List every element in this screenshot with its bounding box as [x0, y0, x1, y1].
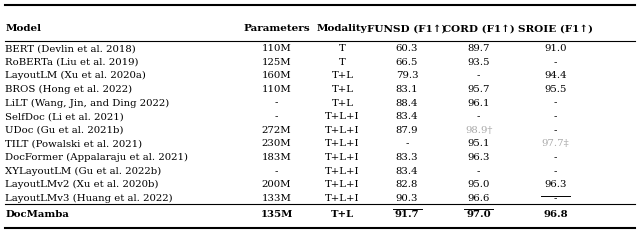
Text: 96.1: 96.1: [467, 98, 490, 107]
Text: T+L: T+L: [332, 71, 353, 80]
Text: Modality: Modality: [317, 24, 368, 33]
Text: SelfDoc (Li et al. 2021): SelfDoc (Li et al. 2021): [5, 112, 124, 121]
Text: 95.5: 95.5: [545, 85, 566, 94]
Text: BERT (Devlin et al. 2018): BERT (Devlin et al. 2018): [5, 44, 136, 53]
Text: 96.3: 96.3: [467, 152, 490, 161]
Text: -: -: [477, 71, 481, 80]
Text: -: -: [477, 166, 481, 175]
Text: DocFormer (Appalaraju et al. 2021): DocFormer (Appalaraju et al. 2021): [5, 152, 188, 161]
Text: 83.1: 83.1: [396, 85, 419, 94]
Text: -: -: [554, 98, 557, 107]
Text: 183M: 183M: [262, 152, 291, 161]
Text: 160M: 160M: [262, 71, 291, 80]
Text: BROS (Hong et al. 2022): BROS (Hong et al. 2022): [5, 85, 132, 94]
Text: -: -: [554, 152, 557, 161]
Text: LayoutLM (Xu et al. 2020a): LayoutLM (Xu et al. 2020a): [5, 71, 146, 80]
Text: RoBERTa (Liu et al. 2019): RoBERTa (Liu et al. 2019): [5, 58, 139, 67]
Text: -: -: [554, 112, 557, 121]
Text: 91.0: 91.0: [544, 44, 567, 53]
Text: -: -: [275, 98, 278, 107]
Text: Model: Model: [5, 24, 41, 33]
Text: -: -: [275, 112, 278, 121]
Text: T+L+I: T+L+I: [325, 179, 360, 188]
Text: -: -: [554, 166, 557, 175]
Text: 91.7: 91.7: [395, 209, 419, 218]
Text: 110M: 110M: [262, 85, 291, 94]
Text: 79.3: 79.3: [396, 71, 419, 80]
Text: 110M: 110M: [262, 44, 291, 53]
Text: 96.3: 96.3: [544, 179, 567, 188]
Text: 97.0: 97.0: [467, 209, 491, 218]
Text: UDoc (Gu et al. 2021b): UDoc (Gu et al. 2021b): [5, 125, 124, 134]
Text: 60.3: 60.3: [396, 44, 419, 53]
Text: 95.1: 95.1: [467, 139, 490, 148]
Text: Parameters: Parameters: [243, 24, 310, 33]
Text: T: T: [339, 58, 346, 67]
Text: -: -: [477, 112, 481, 121]
Text: 96.8: 96.8: [543, 209, 568, 218]
Text: T+L+I: T+L+I: [325, 112, 360, 121]
Text: TILT (Powalski et al. 2021): TILT (Powalski et al. 2021): [5, 139, 142, 148]
Text: 94.4: 94.4: [544, 71, 567, 80]
Text: T+L+I: T+L+I: [325, 152, 360, 161]
Text: T+L+I: T+L+I: [325, 166, 360, 175]
Text: 125M: 125M: [262, 58, 291, 67]
Text: 97.7‡: 97.7‡: [541, 139, 570, 148]
Text: T+L: T+L: [331, 209, 354, 218]
Text: 83.3: 83.3: [396, 152, 419, 161]
Text: 88.4: 88.4: [396, 98, 419, 107]
Text: -: -: [275, 166, 278, 175]
Text: 83.4: 83.4: [396, 166, 419, 175]
Text: T+L+I: T+L+I: [325, 125, 360, 134]
Text: SROIE (F1↑): SROIE (F1↑): [518, 24, 593, 33]
Text: -: -: [554, 58, 557, 67]
Text: -: -: [405, 139, 409, 148]
Text: 89.7: 89.7: [467, 44, 490, 53]
Text: DocMamba: DocMamba: [5, 209, 69, 218]
Text: 90.3: 90.3: [396, 193, 419, 202]
Text: 66.5: 66.5: [396, 58, 418, 67]
Text: 96.6: 96.6: [468, 193, 490, 202]
Text: XYLayoutLM (Gu et al. 2022b): XYLayoutLM (Gu et al. 2022b): [5, 166, 161, 175]
Text: 87.9: 87.9: [396, 125, 419, 134]
Text: 83.4: 83.4: [396, 112, 419, 121]
Text: LiLT (Wang, Jin, and Ding 2022): LiLT (Wang, Jin, and Ding 2022): [5, 98, 170, 107]
Text: 95.7: 95.7: [467, 85, 490, 94]
Text: 133M: 133M: [262, 193, 291, 202]
Text: 95.0: 95.0: [468, 179, 490, 188]
Text: 98.9†: 98.9†: [465, 125, 492, 134]
Text: -: -: [554, 125, 557, 134]
Text: T: T: [339, 44, 346, 53]
Text: CORD (F1↑): CORD (F1↑): [443, 24, 515, 33]
Text: FUNSD (F1↑): FUNSD (F1↑): [367, 24, 447, 33]
Text: 135M: 135M: [260, 209, 292, 218]
Text: T+L+I: T+L+I: [325, 193, 360, 202]
Text: 82.8: 82.8: [396, 179, 418, 188]
Text: 200M: 200M: [262, 179, 291, 188]
Text: T+L: T+L: [332, 98, 353, 107]
Text: 230M: 230M: [262, 139, 291, 148]
Text: 93.5: 93.5: [467, 58, 490, 67]
Text: T+L+I: T+L+I: [325, 139, 360, 148]
Text: -: -: [554, 193, 557, 202]
Text: LayoutLMv2 (Xu et al. 2020b): LayoutLMv2 (Xu et al. 2020b): [5, 179, 159, 189]
Text: LayoutLMv3 (Huang et al. 2022): LayoutLMv3 (Huang et al. 2022): [5, 193, 173, 202]
Text: 272M: 272M: [262, 125, 291, 134]
Text: T+L: T+L: [332, 85, 353, 94]
